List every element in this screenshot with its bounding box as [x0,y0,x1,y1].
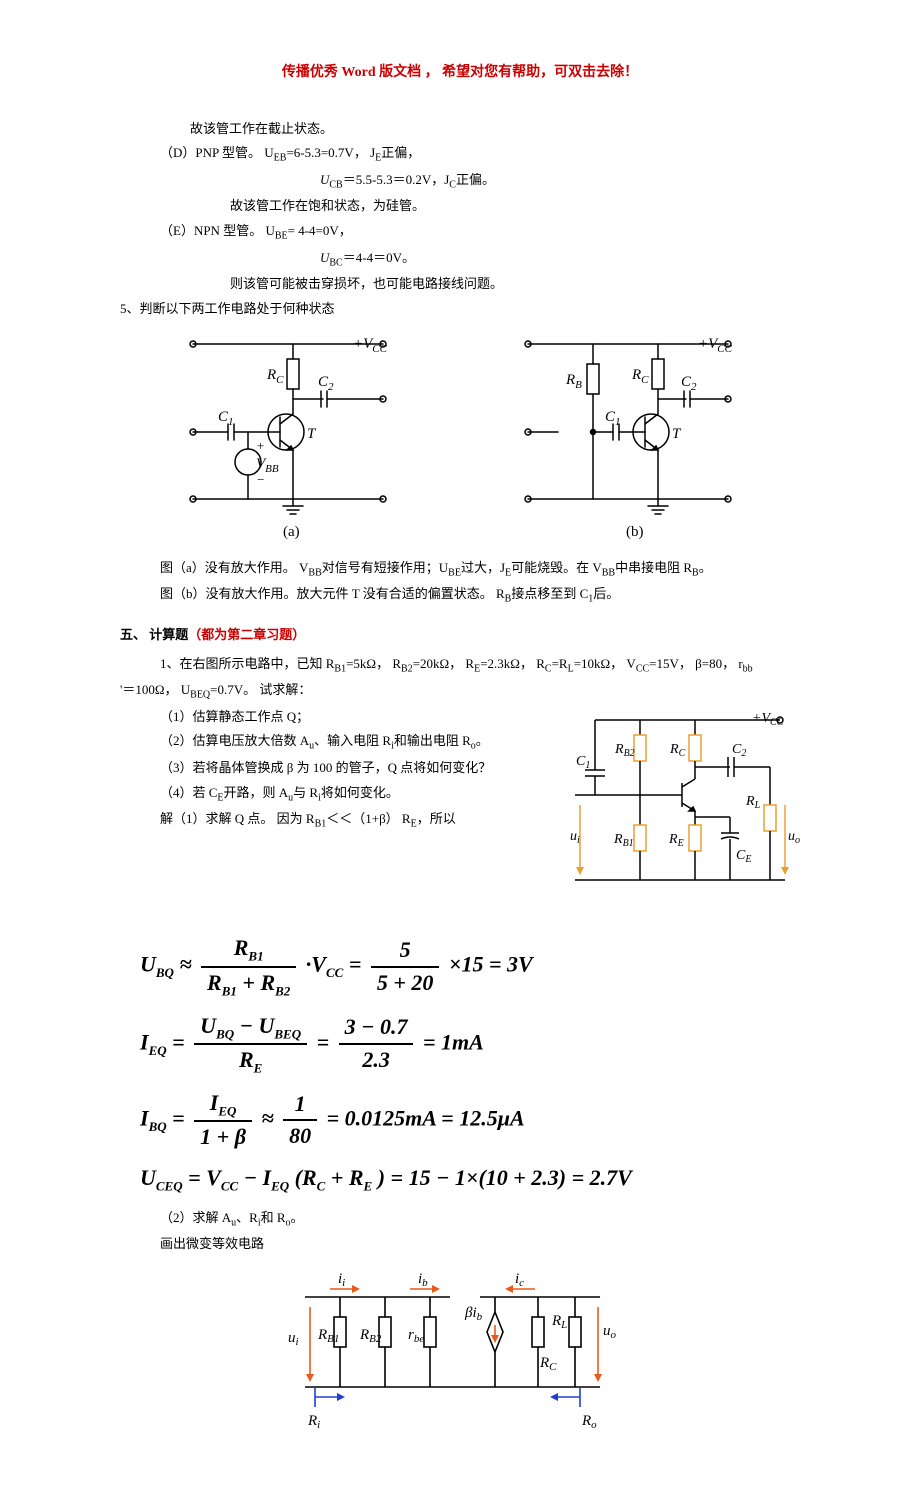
line-3: UCB＝5.5-5.3＝0.2V，JC正偏。 [120,168,800,195]
svg-text:CE: CE [736,848,751,865]
svg-text:+VCC: +VCC [353,336,388,355]
svg-text:RB1: RB1 [317,1327,339,1345]
svg-text:T: T [672,426,682,442]
svg-text:RB2: RB2 [614,742,635,759]
line-10: 图（b）没有放大作用。放大元件 T 没有合适的偏置状态。 RB接点移至到 C1后… [120,582,800,609]
svg-text:ib: ib [418,1271,428,1289]
svg-text:rbe: rbe [408,1327,424,1345]
svg-text:uo: uo [788,829,800,846]
line-9: 图（a）没有放大作用。 VBB对信号有短接作用；UBE过大，JE可能烧毁。在 V… [120,556,800,583]
p2: （2）估算电压放大倍数 Au、输入电阻 Ri和输出电阻 Ro。 [120,729,570,756]
p3: （3）若将晶体管换成 β 为 100 的管子，Q 点将如何变化？ [120,756,570,781]
svg-text:Ri: Ri [307,1413,320,1431]
line-6: UBC＝4-4＝0V。 [120,246,800,273]
svg-text:+VCC: +VCC [752,711,784,728]
circuit-a-svg: +VCC RC C2 C1 T VBB + − (a) [163,334,413,544]
p4: （4）若 CE开路，则 Au与 Ri将如何变化。 [120,781,570,808]
svg-text:(a): (a) [283,524,300,540]
circuit-b-svg: +VCC RB RC C2 C1 T (b) [498,334,758,544]
line-7: 则该管可能被击穿损坏，也可能电路接线问题。 [120,272,800,297]
circuit-diagrams-row: +VCC RC C2 C1 T VBB + − (a) [120,334,800,544]
svg-text:C2: C2 [318,374,334,393]
equiv-circuit-svg: ii ib ic βib ui RB1 RB2 rbe RC RL uo Ri … [280,1267,640,1437]
svg-text:RC: RC [669,742,686,759]
svg-text:ui: ui [288,1330,299,1348]
eq-ubq: UBQ ≈ RB1 RB1 + RB2 ·VCC = 5 5 + 20 ×15 … [120,933,800,1000]
line-4: 故该管工作在饱和状态，为硅管。 [120,194,800,219]
svg-text:RC: RC [539,1355,557,1373]
svg-text:RL: RL [745,794,761,811]
eq-ibq: IBQ = IEQ 1 + β ≈ 1 80 = 0.0125mA = 12.5… [120,1088,800,1153]
line-5: （E）NPN 型管。 UBE= 4-4=0V， [120,219,800,246]
svg-text:uo: uo [603,1323,617,1341]
line-8: 5、判断以下两工作电路处于何种状态 [120,297,800,322]
svg-text:C2: C2 [732,742,746,759]
svg-text:C1: C1 [218,409,234,428]
svg-text:Ro: Ro [581,1413,597,1431]
svg-text:C2: C2 [681,374,697,393]
svg-text:RB: RB [565,372,582,391]
eq-ieq: IEQ = UBQ − UBEQ RE = 3 − 0.7 2.3 = 1mA [120,1011,800,1078]
svg-text:T: T [307,426,317,442]
svg-text:ui: ui [570,829,580,846]
svg-text:βib: βib [464,1305,483,1323]
svg-text:RL: RL [551,1313,567,1331]
circuit-calc-svg: +VCC RB2 RC C2 C1 RB1 RE CE RL ui uo [570,705,800,915]
svg-text:RB1: RB1 [613,832,634,849]
svg-text:C1: C1 [576,754,590,771]
svg-text:+VCC: +VCC [698,336,733,355]
q1-line: 1、在右图所示电路中，已知 RB1=5kΩ， RB2=20kΩ， RE=2.3k… [120,652,800,679]
svg-text:ii: ii [338,1271,345,1289]
svg-text:RC: RC [266,367,284,386]
eq-uceq: UCEQ = VCC − IEQ (RC + RE ) = 15 − 1×(10… [120,1163,800,1196]
svg-text:+: + [257,438,264,453]
svg-text:−: − [257,472,264,487]
p1: （1）估算静态工作点 Q； [120,705,570,730]
svg-text:ic: ic [515,1271,524,1289]
svg-text:RC: RC [631,367,649,386]
section-5-title: 五、 计算题（都为第二章习题） [120,623,800,648]
line-1: 故该管工作在截止状态。 [120,117,800,142]
sol2: （2）求解 Au、Ri和 Ro。 [120,1206,800,1233]
svg-text:RE: RE [668,832,684,849]
q1-line-cont: '＝100Ω， UBEQ=0.7V。 试求解： [120,678,800,705]
svg-text:(b): (b) [626,524,644,540]
sol1: 解（1）求解 Q 点。 因为 RB1＜＜（1+β） RE，所以 [120,807,570,834]
header-banner: 传播优秀 Word 版文档 ， 希望对您有帮助，可双击去除！ [120,60,800,87]
line-2: （D）PNP 型管。 UEB=6-5.3=0.7V， JE正偏， [120,141,800,168]
sol3: 画出微变等效电路 [120,1232,800,1257]
